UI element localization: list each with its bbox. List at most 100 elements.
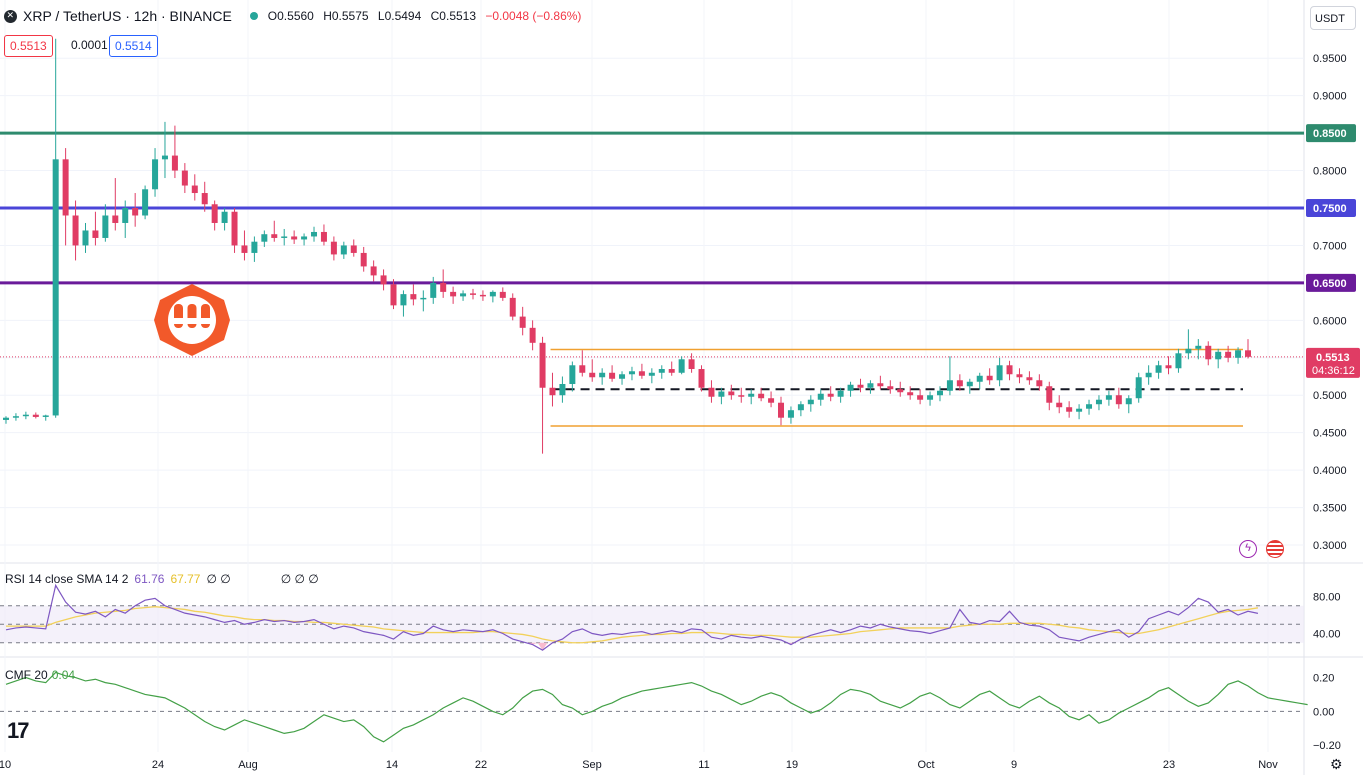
candle-body xyxy=(72,215,79,246)
x-tick-label: 14 xyxy=(386,759,398,771)
us-flag-icon[interactable] xyxy=(1266,540,1284,558)
candle-body xyxy=(350,245,357,253)
live-dot-icon xyxy=(249,12,258,20)
candle-body xyxy=(1145,372,1152,378)
candle-body xyxy=(390,284,397,306)
bitcoin-logo-icon xyxy=(154,284,230,356)
candle-body xyxy=(1205,345,1212,360)
y-tick-label: 0.9000 xyxy=(1313,91,1347,103)
candle-body xyxy=(191,185,198,194)
level-price-tag xyxy=(1306,199,1356,217)
candle-body xyxy=(112,215,119,223)
candle-body xyxy=(758,393,765,399)
candle-body xyxy=(460,293,467,297)
candle-body xyxy=(877,383,884,387)
candle-body xyxy=(1235,350,1242,358)
candle-body xyxy=(1245,350,1251,357)
symbol-title[interactable]: XRP / TetherUS · 12h · BINANCE xyxy=(23,8,232,24)
x-tick-label: Oct xyxy=(917,759,934,771)
cmf-legend-value: 0.04 xyxy=(51,668,76,682)
candle-body xyxy=(400,294,407,306)
candle-body xyxy=(599,372,606,378)
candle-body xyxy=(887,386,894,390)
candle-body xyxy=(559,384,566,396)
y-tick-label: 0.3500 xyxy=(1313,503,1347,515)
candle-body xyxy=(519,316,526,328)
candle-body xyxy=(499,291,506,298)
candle-body xyxy=(748,393,755,397)
candle-body xyxy=(3,417,9,420)
y-tick-label: 0.9500 xyxy=(1313,53,1347,65)
candle-body xyxy=(1026,377,1033,381)
candle-body xyxy=(82,230,89,246)
candle-body xyxy=(420,297,427,300)
x-tick-label: 24 xyxy=(152,759,164,771)
gear-icon[interactable]: ⚙ xyxy=(1330,756,1343,772)
exchange-logo-icon xyxy=(4,9,17,23)
candle-body xyxy=(718,391,725,397)
candle-body xyxy=(996,365,1003,381)
y-tick-label: 0.3000 xyxy=(1313,540,1347,552)
candle-body xyxy=(768,398,775,403)
candle-body xyxy=(380,275,387,285)
candle-body xyxy=(1225,351,1232,358)
candle-body xyxy=(92,230,99,238)
candle-body xyxy=(1056,402,1063,408)
candle-body xyxy=(579,365,586,373)
candle-body xyxy=(261,234,268,242)
candle-body xyxy=(241,245,248,253)
candle-body xyxy=(52,159,59,416)
candle-body xyxy=(1036,380,1043,387)
tradingview-logo-icon[interactable]: 17 xyxy=(7,718,30,743)
candle-body xyxy=(132,208,139,216)
bid-price-button[interactable]: 0.5513 xyxy=(4,35,53,57)
x-tick-label: Aug xyxy=(238,759,258,771)
candle-body xyxy=(797,404,804,411)
rsi-oversold-fill xyxy=(537,642,548,651)
candle-body xyxy=(1135,377,1142,399)
lightning-icon[interactable]: ϟ xyxy=(1239,540,1257,558)
x-tick-label: Nov xyxy=(1258,759,1278,771)
candle-body xyxy=(638,371,645,376)
candle-body xyxy=(1155,365,1162,373)
currency-selector[interactable]: USDT xyxy=(1310,6,1356,30)
candle-body xyxy=(986,375,993,381)
candle-body xyxy=(857,384,864,388)
x-tick-label: 23 xyxy=(1163,759,1175,771)
cmf-y-tick-label: 0.00 xyxy=(1313,706,1334,718)
ask-price-button[interactable]: 0.5514 xyxy=(109,35,158,57)
candle-body xyxy=(1016,374,1023,378)
candle-body xyxy=(1175,353,1182,369)
candle-body xyxy=(778,402,785,418)
rsi-legend[interactable]: RSI 14 close SMA 14 2 61.76 67.77 ∅ ∅ ∅ ∅ ∅ xyxy=(5,572,319,586)
candle-body xyxy=(897,389,904,393)
candle-body xyxy=(698,369,705,388)
last-price-tag xyxy=(1306,347,1360,378)
candle-body xyxy=(360,252,367,267)
candle-body xyxy=(628,371,635,375)
candle-body xyxy=(340,245,347,255)
candle-body xyxy=(152,159,159,190)
candle-body xyxy=(688,359,695,370)
price-scale-bg xyxy=(1304,0,1363,775)
candle-body xyxy=(927,395,934,400)
candle-body xyxy=(320,231,327,242)
candle-body xyxy=(181,170,188,186)
candle-body xyxy=(907,392,914,396)
rsi-legend-empty-2: ∅ ∅ ∅ xyxy=(280,572,319,586)
ohlc-low: L0.5494 xyxy=(377,9,422,23)
candle-body xyxy=(201,193,208,205)
candle-body xyxy=(1195,345,1202,349)
candle-body xyxy=(281,236,288,238)
candle-body xyxy=(837,390,844,397)
candle-body xyxy=(479,294,486,297)
candle-body xyxy=(221,211,228,223)
candle-body xyxy=(489,291,496,297)
candle-body xyxy=(142,189,149,216)
level-price-tag xyxy=(1306,124,1356,143)
candle-body xyxy=(311,231,318,237)
candle-body xyxy=(817,393,824,400)
candle-body xyxy=(12,416,19,418)
cmf-legend[interactable]: CMF 20 0.04 xyxy=(5,668,75,682)
